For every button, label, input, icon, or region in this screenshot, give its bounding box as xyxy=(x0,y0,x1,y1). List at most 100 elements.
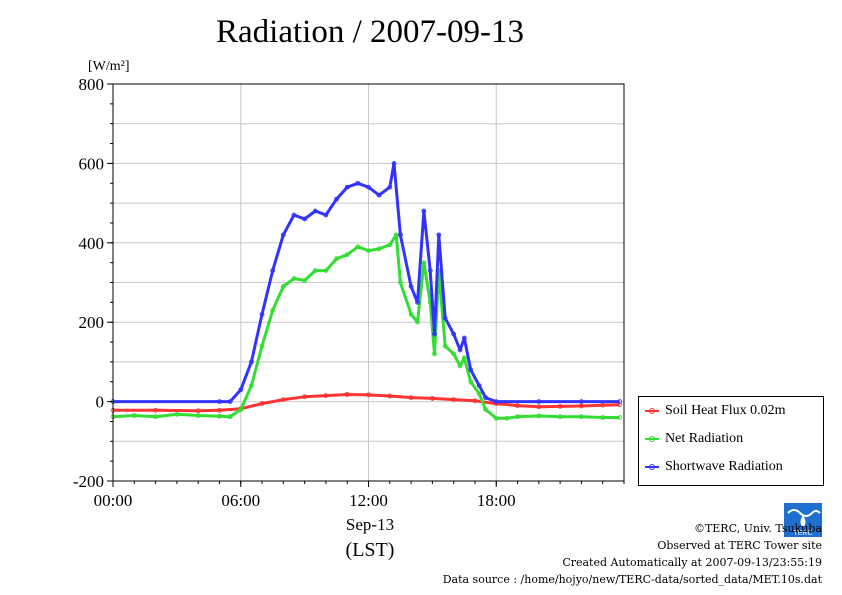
data-point xyxy=(408,395,414,401)
data-point xyxy=(536,399,542,405)
legend-item-shortwave-radiation: Shortwave Radiation xyxy=(645,458,783,476)
y-tick-label: 400 xyxy=(79,234,105,253)
data-point xyxy=(442,343,448,349)
data-point xyxy=(355,244,361,250)
data-point xyxy=(483,407,489,412)
footer-created: Created Automatically at 2007-09-13/23:5… xyxy=(562,556,822,569)
data-point xyxy=(451,331,457,337)
data-point xyxy=(312,208,318,214)
data-point xyxy=(472,398,478,404)
data-point xyxy=(429,396,435,401)
data-point xyxy=(366,392,371,398)
data-point xyxy=(366,184,371,190)
data-point xyxy=(476,383,482,389)
data-point xyxy=(493,415,499,421)
footer-copyright: ©TERC, Univ. Tsukuba xyxy=(693,522,822,535)
logo-text: TERC xyxy=(793,530,812,537)
data-point xyxy=(259,343,265,349)
data-point xyxy=(600,415,606,420)
data-point xyxy=(436,232,442,238)
data-point xyxy=(421,260,427,266)
data-point xyxy=(334,196,339,202)
legend-label: Soil Heat Flux 0.02m xyxy=(665,403,786,418)
terc-logo-icon: TERC xyxy=(784,503,822,537)
data-point xyxy=(217,399,222,405)
data-point xyxy=(398,232,403,238)
y-tick-label: 0 xyxy=(96,393,105,412)
legend: Soil Heat Flux 0.02m Net Radiation Short… xyxy=(638,396,824,486)
series-line-shortwave-radiation xyxy=(113,161,620,404)
data-point xyxy=(468,367,474,373)
data-point xyxy=(344,392,350,397)
x-tick-label: 18:00 xyxy=(477,491,516,510)
data-point xyxy=(391,160,397,166)
data-point xyxy=(131,413,137,418)
data-point xyxy=(451,351,457,357)
series-line-net-radiation xyxy=(112,233,620,420)
data-point xyxy=(398,280,403,285)
data-point xyxy=(355,180,361,186)
data-point xyxy=(238,387,244,393)
data-point xyxy=(344,184,350,190)
x-axis-timezone-label: (LST) xyxy=(346,539,395,561)
data-point xyxy=(536,413,542,419)
data-point xyxy=(270,307,276,313)
data-point xyxy=(600,402,606,408)
data-point xyxy=(174,411,180,417)
data-point xyxy=(280,284,286,289)
legend-swatch-green xyxy=(645,436,659,442)
data-point xyxy=(427,268,433,273)
y-axis-label: [W/m²] xyxy=(88,59,130,74)
data-point xyxy=(387,393,393,399)
grid xyxy=(113,83,624,482)
data-point xyxy=(217,407,222,413)
data-point xyxy=(248,383,254,389)
x-tick-label: 00:00 xyxy=(94,491,133,510)
data-point xyxy=(227,414,233,420)
data-point xyxy=(217,413,222,419)
legend-label: Shortwave Radiation xyxy=(665,459,783,474)
data-point xyxy=(248,359,254,365)
data-point xyxy=(153,414,158,420)
x-tick-label: 06:00 xyxy=(221,491,260,510)
series-line-soil-heat-flux-0-02m xyxy=(113,393,620,413)
data-point xyxy=(153,407,158,413)
data-point xyxy=(302,278,308,283)
data-point xyxy=(195,408,201,414)
legend-item-soil-heat-flux: Soil Heat Flux 0.02m xyxy=(645,402,786,420)
data-point xyxy=(504,415,510,421)
y-tick-label: 200 xyxy=(79,313,105,332)
data-point xyxy=(579,399,584,405)
data-point xyxy=(557,403,563,409)
data-point xyxy=(415,319,420,325)
x-tick-label: 12:00 xyxy=(349,491,388,510)
data-point xyxy=(387,184,393,190)
legend-item-net-radiation: Net Radiation xyxy=(645,430,743,448)
data-point xyxy=(344,252,350,258)
data-point xyxy=(461,335,467,341)
data-point xyxy=(515,414,520,420)
data-point xyxy=(312,268,318,273)
footer-site: Observed at TERC Tower site xyxy=(657,539,822,552)
data-point xyxy=(476,391,482,397)
data-point xyxy=(442,315,448,321)
data-point xyxy=(421,208,427,214)
data-point xyxy=(280,397,286,403)
data-point xyxy=(376,246,382,252)
data-point xyxy=(536,404,542,410)
data-point xyxy=(302,394,308,400)
data-point xyxy=(291,276,297,281)
data-point xyxy=(270,268,276,273)
data-point xyxy=(227,399,233,405)
legend-label: Net Radiation xyxy=(665,431,744,446)
data-point xyxy=(483,395,489,401)
data-point xyxy=(557,414,563,420)
data-point xyxy=(617,399,623,405)
data-point xyxy=(579,414,584,420)
chart-title: Radiation / 2007-09-13 xyxy=(216,14,524,50)
data-point xyxy=(515,403,520,408)
data-point xyxy=(302,216,308,222)
data-point xyxy=(195,413,201,418)
data-point xyxy=(408,284,414,289)
